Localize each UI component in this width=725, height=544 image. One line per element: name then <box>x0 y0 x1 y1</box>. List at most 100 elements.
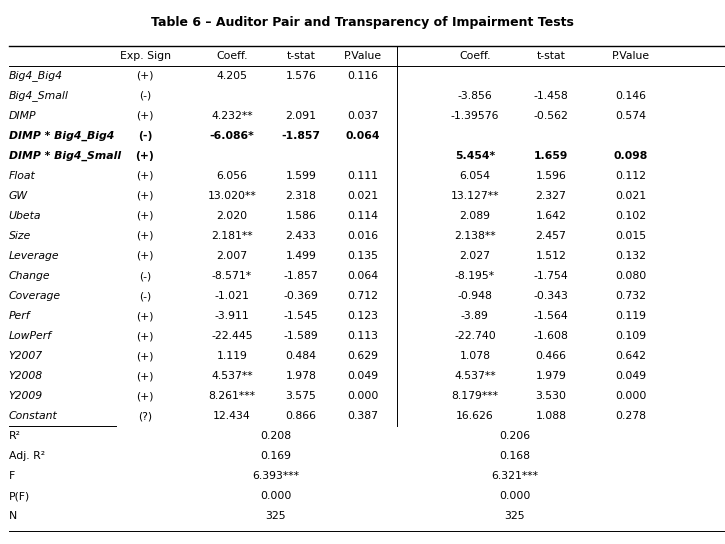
Text: Y2008: Y2008 <box>9 371 43 381</box>
Text: Big4_Small: Big4_Small <box>9 90 69 101</box>
Text: 2.007: 2.007 <box>217 251 247 261</box>
Text: 8.179***: 8.179*** <box>452 391 498 401</box>
Text: (-): (-) <box>139 271 151 281</box>
Text: 2.457: 2.457 <box>536 231 566 241</box>
Text: (+): (+) <box>136 391 154 401</box>
Text: 0.387: 0.387 <box>347 411 378 421</box>
Text: 0.021: 0.021 <box>347 191 378 201</box>
Text: 1.512: 1.512 <box>536 251 566 261</box>
Text: 3.530: 3.530 <box>536 391 566 401</box>
Text: 1.599: 1.599 <box>286 171 316 181</box>
Text: -0.562: -0.562 <box>534 111 568 121</box>
Text: 2.020: 2.020 <box>217 211 247 221</box>
Text: 0.866: 0.866 <box>286 411 316 421</box>
Text: 0.629: 0.629 <box>347 351 378 361</box>
Text: Size: Size <box>9 231 31 241</box>
Text: 1.642: 1.642 <box>536 211 566 221</box>
Text: -1.857: -1.857 <box>281 131 320 141</box>
Text: P.Value: P.Value <box>612 51 650 61</box>
Text: 0.206: 0.206 <box>500 431 530 441</box>
Text: 6.393***: 6.393*** <box>252 471 299 481</box>
Text: 4.205: 4.205 <box>217 71 247 81</box>
Text: 0.168: 0.168 <box>500 452 530 461</box>
Text: 3.575: 3.575 <box>286 391 316 401</box>
Text: -1.458: -1.458 <box>534 91 568 101</box>
Text: 325: 325 <box>265 511 286 521</box>
Text: 4.537**: 4.537** <box>454 371 496 381</box>
Text: 2.089: 2.089 <box>460 211 490 221</box>
Text: 4.232**: 4.232** <box>211 111 253 121</box>
Text: (+): (+) <box>136 251 154 261</box>
Text: (-): (-) <box>138 131 152 141</box>
Text: 0.169: 0.169 <box>260 452 291 461</box>
Text: 0.574: 0.574 <box>616 111 646 121</box>
Text: P(F): P(F) <box>9 491 30 502</box>
Text: -1.589: -1.589 <box>283 331 318 341</box>
Text: N: N <box>9 511 17 521</box>
Text: -1.857: -1.857 <box>283 271 318 281</box>
Text: (-): (-) <box>139 91 151 101</box>
Text: 2.181**: 2.181** <box>211 231 253 241</box>
Text: -1.608: -1.608 <box>534 331 568 341</box>
Text: 0.016: 0.016 <box>347 231 378 241</box>
Text: (+): (+) <box>136 231 154 241</box>
Text: DIMP * Big4_Small: DIMP * Big4_Small <box>9 151 121 161</box>
Text: Coeff.: Coeff. <box>216 51 248 61</box>
Text: 0.064: 0.064 <box>345 131 380 141</box>
Text: 0.642: 0.642 <box>616 351 646 361</box>
Text: 325: 325 <box>505 511 525 521</box>
Text: Leverage: Leverage <box>9 251 59 261</box>
Text: (-): (-) <box>139 291 151 301</box>
Text: 0.049: 0.049 <box>347 371 378 381</box>
Text: 0.000: 0.000 <box>615 391 647 401</box>
Text: (+): (+) <box>136 211 154 221</box>
Text: -0.369: -0.369 <box>283 291 318 301</box>
Text: 0.000: 0.000 <box>347 391 378 401</box>
Text: -1.545: -1.545 <box>283 311 318 321</box>
Text: 1.596: 1.596 <box>536 171 566 181</box>
Text: DIMP * Big4_Big4: DIMP * Big4_Big4 <box>9 131 114 141</box>
Text: 2.318: 2.318 <box>286 191 316 201</box>
Text: 12.434: 12.434 <box>213 411 251 421</box>
Text: (+): (+) <box>136 151 154 161</box>
Text: 0.732: 0.732 <box>616 291 646 301</box>
Text: (+): (+) <box>136 351 154 361</box>
Text: 16.626: 16.626 <box>456 411 494 421</box>
Text: 1.978: 1.978 <box>286 371 316 381</box>
Text: Y2009: Y2009 <box>9 391 43 401</box>
Text: 0.466: 0.466 <box>536 351 566 361</box>
Text: 2.027: 2.027 <box>460 251 490 261</box>
Text: 0.080: 0.080 <box>615 271 647 281</box>
Text: -22.445: -22.445 <box>211 331 253 341</box>
Text: 0.116: 0.116 <box>347 71 378 81</box>
Text: (+): (+) <box>136 171 154 181</box>
Text: -6.086*: -6.086* <box>210 131 254 141</box>
Text: 0.278: 0.278 <box>616 411 646 421</box>
Text: 2.138**: 2.138** <box>454 231 496 241</box>
Text: 0.112: 0.112 <box>616 171 646 181</box>
Text: (?): (?) <box>138 411 152 421</box>
Text: -1.39576: -1.39576 <box>451 111 499 121</box>
Text: -22.740: -22.740 <box>454 331 496 341</box>
Text: Constant: Constant <box>9 411 57 421</box>
Text: (+): (+) <box>136 191 154 201</box>
Text: (+): (+) <box>136 71 154 81</box>
Text: F: F <box>9 471 15 481</box>
Text: LowPerf: LowPerf <box>9 331 51 341</box>
Text: -1.021: -1.021 <box>215 291 249 301</box>
Text: 0.712: 0.712 <box>347 291 378 301</box>
Text: 1.499: 1.499 <box>286 251 316 261</box>
Text: 0.146: 0.146 <box>616 91 646 101</box>
Text: 2.327: 2.327 <box>536 191 566 201</box>
Text: -1.754: -1.754 <box>534 271 568 281</box>
Text: 1.659: 1.659 <box>534 151 568 161</box>
Text: 0.132: 0.132 <box>616 251 646 261</box>
Text: Exp. Sign: Exp. Sign <box>120 51 170 61</box>
Text: 0.113: 0.113 <box>347 331 378 341</box>
Text: -3.911: -3.911 <box>215 311 249 321</box>
Text: -3.89: -3.89 <box>461 311 489 321</box>
Text: 8.261***: 8.261*** <box>209 391 255 401</box>
Text: GW: GW <box>9 191 28 201</box>
Text: 0.114: 0.114 <box>347 211 378 221</box>
Text: 1.576: 1.576 <box>286 71 316 81</box>
